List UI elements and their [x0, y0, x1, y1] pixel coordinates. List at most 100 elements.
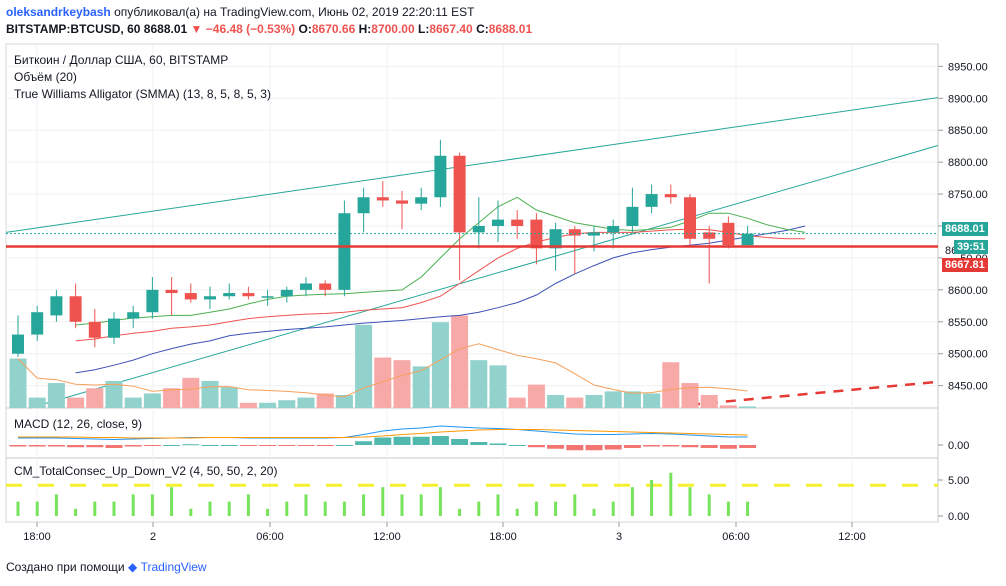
consec-bar [35, 501, 39, 516]
candle-body [261, 296, 274, 298]
tradingview-logo-icon: ◆ [127, 560, 138, 574]
y-tick-label: 8850.00 [948, 125, 988, 137]
macd-histogram-bar [86, 445, 104, 448]
low-value: 8667.40 [429, 22, 473, 36]
candle-body [626, 206, 639, 226]
macd-histogram-bar [28, 445, 46, 447]
macd-histogram-bar [220, 445, 238, 446]
candle-body [607, 226, 620, 233]
volume-bar [259, 402, 277, 408]
candle-body [50, 296, 63, 316]
consec-bar [227, 501, 231, 516]
volume-bar [335, 395, 353, 408]
macd-histogram-bar [105, 445, 123, 448]
volume-bar [527, 384, 545, 408]
volume-bar [124, 397, 142, 408]
alligator-teeth-line [75, 228, 806, 342]
consec-bar [592, 508, 596, 516]
volume-bar [451, 315, 469, 408]
macd-histogram-bar [489, 443, 507, 445]
macd-histogram-bar [643, 445, 661, 447]
volume-bar [105, 380, 123, 408]
consec-bar [342, 501, 346, 516]
macd-histogram-bar [124, 445, 142, 447]
candle-body [127, 312, 140, 319]
consec-legend: CM_TotalConsec_Up_Down_V2 (4, 50, 50, 2,… [14, 464, 278, 478]
y-tick-label: 8550.00 [948, 317, 988, 329]
consec-bar [419, 494, 423, 516]
consec-bar [496, 494, 500, 516]
volume-bar [201, 380, 219, 408]
macd-signal-line [18, 429, 748, 439]
candle-body [511, 219, 524, 226]
low-label: L: [418, 22, 430, 36]
macd-histogram-bar [412, 436, 430, 445]
volume-bar [585, 395, 603, 408]
volume-bar [316, 393, 334, 408]
consec-bar [458, 508, 462, 516]
macd-histogram-bar [527, 445, 545, 448]
macd-histogram-bar [239, 445, 257, 446]
close-label: C: [476, 22, 489, 36]
consec-bar [726, 501, 730, 516]
candle-body [280, 289, 293, 297]
consec-bar [74, 508, 78, 516]
candle-body [319, 283, 332, 290]
candle-body [223, 293, 236, 297]
macd-histogram-bar [335, 445, 353, 446]
volume-bar [220, 387, 238, 408]
open-label: O: [298, 22, 312, 36]
candle-body [645, 194, 658, 207]
consec-bar [554, 501, 558, 516]
consec-bar [246, 494, 250, 516]
macd-histogram-bar [547, 445, 565, 449]
consec-bar [688, 487, 692, 516]
volume-bar [700, 395, 718, 408]
macd-histogram-bar [719, 445, 737, 449]
volume-bar [67, 397, 85, 408]
macd-histogram-bar [9, 445, 27, 447]
consec-bar [707, 494, 711, 516]
grid [6, 44, 939, 522]
footer: Создано при помощи ◆ TradingView [6, 560, 207, 574]
volume-bar [297, 397, 315, 408]
consec-bar [611, 501, 615, 516]
volume-bar [643, 393, 661, 408]
consec-bar [285, 501, 289, 516]
author-link[interactable]: oleksandrkeybash [6, 5, 111, 19]
volume-bar [623, 391, 641, 408]
consec-bar [170, 487, 174, 516]
candle-body [146, 289, 159, 313]
consec-bar [630, 487, 634, 516]
macd-histogram-bar [355, 441, 373, 445]
volume-bar [547, 395, 565, 408]
consec-bar [669, 472, 673, 516]
macd-histogram-bar [201, 445, 219, 446]
down-arrow-icon: ▼ [190, 22, 203, 36]
macd-histogram-bar [67, 445, 85, 448]
volume-bar [47, 383, 65, 408]
volume-bar [182, 377, 200, 408]
candle-body [31, 312, 44, 335]
consec-bar [131, 494, 135, 516]
volume-bar [28, 397, 46, 408]
volume-bar [719, 405, 737, 408]
consec-bar [189, 508, 193, 516]
macd-histogram-bar [316, 445, 334, 446]
candle-body [434, 155, 447, 198]
x-tick-label: 12:00 [838, 531, 866, 543]
macd-histogram-bar [662, 445, 680, 447]
macd-histogram-bar [451, 439, 469, 445]
consec-bar [477, 501, 481, 516]
candle-body [664, 194, 677, 198]
red-dashed-trendline [689, 380, 939, 407]
volume-bar [508, 397, 526, 408]
volume-bar [681, 383, 699, 408]
x-tick-label: 12:00 [373, 531, 401, 543]
volume-bar [143, 393, 161, 408]
y-tick-label: 8950.00 [948, 61, 988, 73]
candles [12, 139, 754, 357]
volume-bar [412, 366, 430, 408]
footer-brand-link[interactable]: TradingView [140, 560, 207, 574]
